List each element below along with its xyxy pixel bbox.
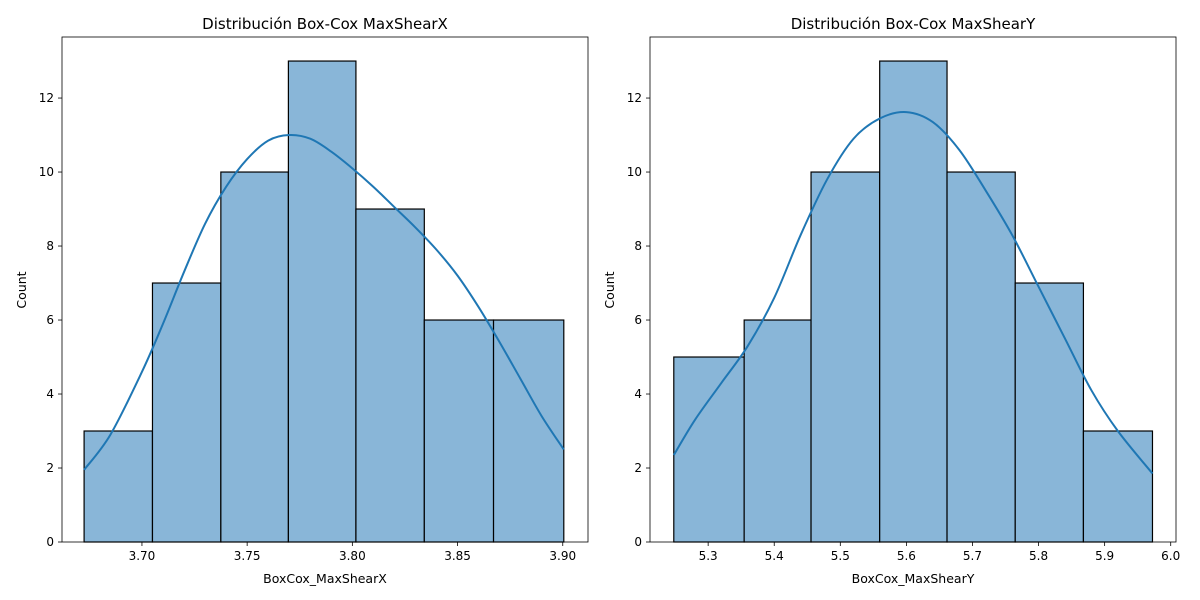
histogram-bar — [151, 282, 222, 543]
y-tick-label: 8 — [634, 239, 642, 253]
x-tick-label: 6.0 — [1161, 549, 1180, 563]
x-tick-label: 5.8 — [1029, 549, 1048, 563]
y-tick-label: 6 — [46, 313, 54, 327]
x-tick-label: 3.85 — [444, 549, 471, 563]
x-tick-label: 5.4 — [765, 549, 784, 563]
y-axis-label: Count — [602, 271, 617, 308]
x-tick-label: 5.3 — [699, 549, 718, 563]
chart-title: Distribución Box-Cox MaxShearX — [202, 15, 448, 33]
kde-curve — [672, 111, 1154, 475]
histogram-bar — [287, 60, 357, 543]
x-tick-label: 3.75 — [234, 549, 261, 563]
histogram-bar — [83, 430, 154, 543]
chart-left: Distribución Box-Cox MaxShearX 3.70 3.75 3… — [14, 15, 589, 586]
x-tick-label: 3.70 — [129, 549, 156, 563]
y-tick-label: 12 — [39, 91, 54, 105]
y-tick-label: 0 — [634, 535, 642, 549]
y-ticks: 0 2 4 6 8 10 12 — [627, 91, 650, 549]
histogram-bar — [673, 356, 745, 543]
histogram-bar — [423, 319, 495, 543]
y-tick-label: 8 — [46, 239, 54, 253]
y-tick-label: 4 — [46, 387, 54, 401]
x-tick-label: 3.90 — [549, 549, 576, 563]
x-tick-label: 5.5 — [831, 549, 850, 563]
histogram-bar — [1082, 430, 1154, 543]
histogram-bar — [1014, 282, 1085, 543]
histogram-bar — [355, 208, 425, 543]
chart-right: Distribución Box-Cox MaxShearY 5.3 5.4 5.5… — [602, 15, 1180, 586]
bars — [673, 60, 1154, 543]
kde-curve — [83, 133, 565, 471]
bars — [83, 60, 565, 543]
y-tick-label: 2 — [46, 461, 54, 475]
plot-frame — [61, 36, 589, 543]
y-axis-label: Count — [14, 271, 29, 308]
y-tick-label: 10 — [39, 165, 54, 179]
y-tick-label: 4 — [634, 387, 642, 401]
x-ticks: 5.3 5.4 5.5 5.6 5.7 5.8 5.9 6.0 — [699, 542, 1180, 563]
histogram-bar — [810, 171, 881, 543]
histogram-bar — [743, 319, 812, 543]
histogram-bar — [220, 171, 289, 543]
y-tick-label: 0 — [46, 535, 54, 549]
y-tick-label: 12 — [627, 91, 642, 105]
histogram-bar — [879, 60, 948, 543]
y-ticks: 0 2 4 6 8 10 12 — [39, 91, 62, 549]
x-ticks: 3.70 3.75 3.80 3.85 3.90 — [129, 542, 576, 563]
histogram-bar — [946, 171, 1016, 543]
plot-frame — [649, 36, 1177, 543]
histogram-bar — [492, 319, 565, 543]
y-tick-label: 6 — [634, 313, 642, 327]
x-tick-label: 5.9 — [1095, 549, 1114, 563]
x-axis-label: BoxCox_MaxShearY — [852, 571, 975, 586]
x-tick-label: 3.80 — [339, 549, 366, 563]
x-axis-label: BoxCox_MaxShearX — [263, 571, 387, 586]
y-tick-label: 2 — [634, 461, 642, 475]
x-tick-label: 5.7 — [963, 549, 982, 563]
x-tick-label: 5.6 — [897, 549, 916, 563]
chart-title: Distribución Box-Cox MaxShearY — [791, 15, 1036, 33]
y-tick-label: 10 — [627, 165, 642, 179]
